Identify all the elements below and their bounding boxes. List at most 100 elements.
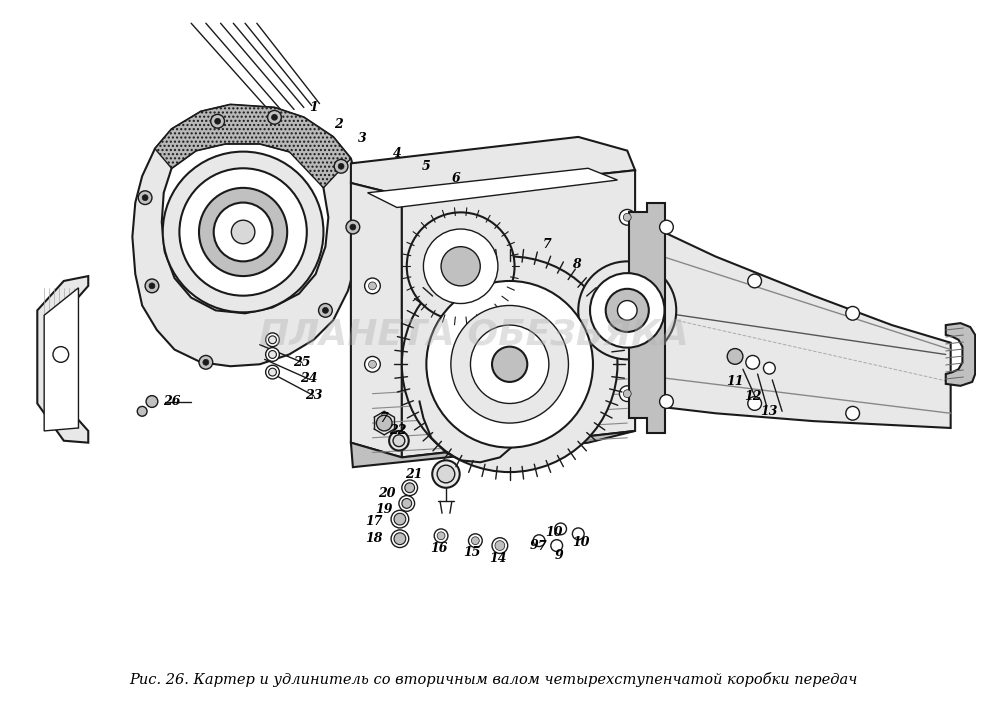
Polygon shape xyxy=(629,202,665,433)
Circle shape xyxy=(137,406,147,416)
Circle shape xyxy=(334,159,348,173)
Circle shape xyxy=(391,510,409,528)
Text: ПЛАНЕТА ОБЕЗЬЯКА: ПЛАНЕТА ОБЕЗЬЯКА xyxy=(258,318,688,352)
Text: 5: 5 xyxy=(422,160,431,173)
Text: Рис. 26. Картер и удлинитель со вторичным валом четырехступенчатой коробки перед: Рис. 26. Картер и удлинитель со вторичны… xyxy=(129,673,857,687)
Text: 9: 9 xyxy=(554,549,563,562)
Circle shape xyxy=(142,195,148,201)
Circle shape xyxy=(747,397,761,410)
Circle shape xyxy=(265,333,279,347)
Circle shape xyxy=(346,220,360,234)
Circle shape xyxy=(365,357,381,372)
Polygon shape xyxy=(132,104,361,366)
Circle shape xyxy=(660,220,673,234)
Circle shape xyxy=(377,415,392,431)
Text: 10: 10 xyxy=(545,527,562,539)
Circle shape xyxy=(619,386,635,402)
Text: 14: 14 xyxy=(489,552,507,565)
Circle shape xyxy=(623,214,631,221)
Circle shape xyxy=(434,529,448,543)
Circle shape xyxy=(389,431,409,450)
Text: 7: 7 xyxy=(380,412,388,424)
Text: 24: 24 xyxy=(300,372,317,386)
Circle shape xyxy=(211,114,225,128)
Circle shape xyxy=(492,347,528,382)
Text: 1: 1 xyxy=(310,101,318,114)
Circle shape xyxy=(214,202,272,262)
Circle shape xyxy=(747,274,761,288)
Text: 4: 4 xyxy=(392,147,401,160)
Circle shape xyxy=(369,360,377,368)
Circle shape xyxy=(338,164,344,169)
Polygon shape xyxy=(44,288,79,431)
Circle shape xyxy=(551,540,563,551)
Circle shape xyxy=(590,273,665,348)
Text: 22: 22 xyxy=(389,424,406,437)
Circle shape xyxy=(391,530,409,548)
Text: 8: 8 xyxy=(572,258,581,271)
Circle shape xyxy=(394,533,406,544)
Circle shape xyxy=(437,465,455,483)
Circle shape xyxy=(145,279,159,293)
Circle shape xyxy=(146,396,158,407)
Text: 2: 2 xyxy=(334,118,342,130)
Circle shape xyxy=(426,281,593,448)
Circle shape xyxy=(365,278,381,294)
Text: 11: 11 xyxy=(727,376,743,388)
Circle shape xyxy=(555,523,567,535)
Circle shape xyxy=(437,532,445,540)
Text: 7: 7 xyxy=(537,540,546,553)
Circle shape xyxy=(267,111,281,124)
Circle shape xyxy=(232,220,254,244)
Circle shape xyxy=(53,347,69,362)
Circle shape xyxy=(745,355,759,369)
Polygon shape xyxy=(946,323,975,386)
Circle shape xyxy=(619,209,635,225)
Circle shape xyxy=(402,257,617,472)
Text: 12: 12 xyxy=(744,390,761,403)
Circle shape xyxy=(394,513,406,525)
Circle shape xyxy=(138,191,152,204)
Text: 26: 26 xyxy=(163,395,180,408)
Polygon shape xyxy=(351,431,635,467)
Circle shape xyxy=(763,362,775,374)
Circle shape xyxy=(728,348,742,364)
Circle shape xyxy=(451,305,569,423)
Circle shape xyxy=(268,368,276,376)
Circle shape xyxy=(402,480,417,496)
Circle shape xyxy=(179,168,307,295)
Circle shape xyxy=(322,307,328,313)
Circle shape xyxy=(318,304,332,317)
Text: 17: 17 xyxy=(366,515,384,527)
Text: 6: 6 xyxy=(452,171,460,185)
Circle shape xyxy=(149,283,155,289)
Circle shape xyxy=(846,307,860,320)
Polygon shape xyxy=(351,137,635,196)
Text: 15: 15 xyxy=(463,546,481,559)
Circle shape xyxy=(432,460,459,488)
Text: 10: 10 xyxy=(573,536,590,549)
Polygon shape xyxy=(632,217,951,428)
Polygon shape xyxy=(368,168,617,207)
Circle shape xyxy=(846,406,860,420)
Text: 19: 19 xyxy=(376,503,393,516)
Text: 3: 3 xyxy=(358,133,367,145)
Circle shape xyxy=(660,395,673,408)
Circle shape xyxy=(199,188,287,276)
Circle shape xyxy=(265,348,279,362)
Polygon shape xyxy=(155,104,351,188)
Text: 23: 23 xyxy=(305,389,322,402)
Circle shape xyxy=(578,262,676,360)
Circle shape xyxy=(617,300,637,320)
Circle shape xyxy=(163,152,323,312)
Polygon shape xyxy=(351,183,402,458)
Text: 21: 21 xyxy=(405,467,422,481)
Circle shape xyxy=(265,365,279,379)
Circle shape xyxy=(441,247,480,286)
Circle shape xyxy=(492,538,508,553)
Circle shape xyxy=(203,360,209,365)
Circle shape xyxy=(533,535,545,546)
Text: 13: 13 xyxy=(760,405,778,418)
Text: 16: 16 xyxy=(430,542,448,555)
Polygon shape xyxy=(37,276,89,443)
